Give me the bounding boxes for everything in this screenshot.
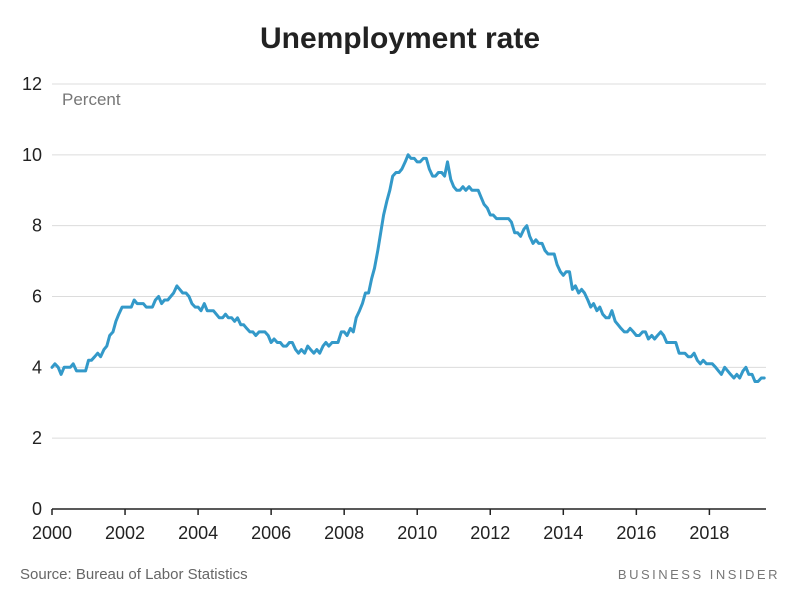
x-tick-label-2018: 2018: [689, 523, 729, 543]
chart-title: Unemployment rate: [260, 22, 540, 55]
gridlines: [52, 83, 766, 439]
x-tick-label-2008: 2008: [324, 523, 364, 543]
source-note: Source: Bureau of Labor Statistics: [20, 566, 248, 583]
y-tick-label-4: 4: [32, 357, 42, 377]
y-tick-label-12: 12: [22, 74, 42, 94]
series-line-0: [50, 153, 766, 383]
x-tick-label-2002: 2002: [105, 523, 145, 543]
x-tick-label-2006: 2006: [251, 523, 291, 543]
y-tick-label-10: 10: [22, 145, 42, 165]
x-axis: 2000 2002 2004 2006 2008 2010 2012 2014 2016 2018: [32, 508, 766, 543]
brand-logo: BUSINESS INSIDER: [618, 567, 780, 582]
x-tick-label-2012: 2012: [470, 523, 510, 543]
x-tick-label-2016: 2016: [616, 523, 656, 543]
x-tick-label-2000: 2000: [32, 523, 72, 543]
x-tick-label-2004: 2004: [178, 523, 218, 543]
y-tick-label-2: 2: [32, 428, 42, 448]
x-tick-label-2010: 2010: [397, 523, 437, 543]
series-layer: [50, 153, 766, 383]
y-tick-label-0: 0: [32, 499, 42, 519]
y-tick-label-6: 6: [32, 287, 42, 307]
x-tick-label-2014: 2014: [543, 523, 583, 543]
y-axis-unit-label: Percent: [62, 90, 121, 109]
y-tick-label-8: 8: [32, 216, 42, 236]
y-axis-ticks: 0 2 4 6 8 10 12: [22, 74, 42, 519]
